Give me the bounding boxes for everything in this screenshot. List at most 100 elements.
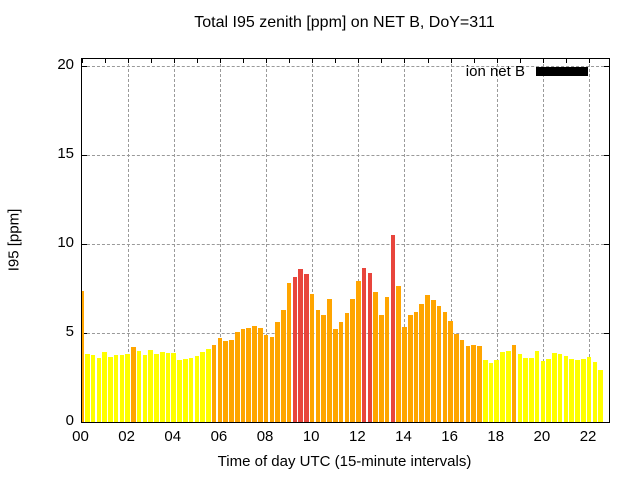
bar — [338, 322, 344, 422]
bar — [234, 332, 240, 422]
bar — [494, 359, 500, 422]
bar — [102, 351, 107, 422]
bar — [505, 350, 511, 422]
bar — [384, 297, 390, 422]
bar — [488, 363, 494, 422]
bar — [125, 354, 130, 422]
bar — [448, 320, 453, 422]
x-tick — [519, 59, 521, 63]
bar — [200, 351, 205, 422]
bar — [442, 311, 448, 422]
bar — [350, 299, 355, 422]
x-tick — [173, 59, 175, 63]
bar — [436, 306, 442, 422]
bar — [477, 346, 482, 422]
y-tick — [82, 244, 87, 245]
x-tick-label: 06 — [210, 428, 228, 445]
vertical-gridline — [173, 59, 175, 422]
bar — [321, 315, 327, 422]
x-tick-label: 04 — [164, 428, 182, 445]
vertical-gridline — [266, 59, 268, 422]
bar — [407, 315, 413, 422]
vertical-gridline — [404, 59, 406, 422]
x-tick — [127, 59, 129, 63]
bar — [108, 357, 113, 422]
x-tick — [473, 59, 475, 63]
bar — [286, 283, 292, 422]
x-tick — [496, 59, 498, 63]
y-tick-label: 5 — [65, 323, 74, 340]
bar — [84, 354, 90, 422]
x-axis-title: Time of day UTC (15-minute intervals) — [217, 453, 472, 470]
bar — [569, 358, 575, 422]
y-tick-label: 20 — [57, 56, 74, 73]
y-tick — [604, 244, 609, 245]
bar — [82, 291, 84, 422]
bar — [223, 341, 228, 422]
bar — [482, 359, 488, 422]
bar — [275, 322, 280, 422]
bar — [171, 352, 177, 422]
bar — [165, 353, 171, 422]
legend-swatch — [536, 67, 588, 76]
vertical-gridline — [542, 59, 544, 422]
bar — [575, 359, 580, 422]
x-tick — [589, 59, 591, 63]
bar — [396, 285, 401, 422]
bar — [540, 361, 546, 422]
bar — [580, 358, 586, 422]
bar — [327, 299, 332, 422]
y-tick-label: 10 — [57, 234, 74, 251]
horizontal-gridline — [82, 244, 609, 245]
bar — [592, 362, 598, 422]
bar — [240, 329, 246, 422]
x-tick — [335, 59, 337, 63]
bar — [361, 268, 367, 422]
vertical-gridline — [312, 59, 314, 422]
x-tick — [542, 59, 544, 63]
x-tick — [404, 59, 406, 63]
x-tick-label: 00 — [72, 428, 89, 445]
bar — [217, 338, 223, 422]
chart-title: Total I95 zenith [ppm] on NET B, DoY=311 — [194, 14, 495, 31]
bar — [402, 326, 407, 422]
bar — [471, 345, 476, 422]
vertical-gridline — [450, 59, 452, 422]
bar — [263, 334, 269, 422]
x-tick-label: 02 — [118, 428, 135, 445]
bar — [229, 340, 234, 422]
legend: ion net B — [466, 63, 588, 80]
bar — [332, 328, 338, 422]
bar — [90, 355, 96, 422]
bar — [159, 351, 165, 422]
bar — [500, 351, 505, 422]
x-tick-label: 16 — [441, 428, 458, 445]
bar — [598, 370, 603, 422]
bar — [454, 333, 459, 422]
x-tick-label: 14 — [395, 428, 412, 445]
bar — [379, 315, 384, 422]
vertical-gridline — [358, 59, 360, 422]
x-tick — [104, 59, 106, 63]
bar — [459, 340, 465, 422]
bar — [557, 354, 563, 422]
x-tick — [196, 59, 198, 63]
bar — [183, 358, 188, 422]
bar — [281, 309, 286, 422]
y-tick — [82, 333, 87, 334]
bar — [136, 350, 142, 422]
x-tick — [381, 59, 383, 63]
bar — [309, 293, 315, 422]
bar — [344, 312, 350, 422]
bar — [177, 359, 182, 422]
bar — [390, 235, 396, 422]
x-tick — [427, 59, 429, 63]
vertical-gridline — [219, 59, 221, 422]
bar — [534, 350, 540, 422]
x-tick — [289, 59, 291, 63]
bar — [96, 357, 102, 422]
bar — [113, 355, 119, 422]
bar — [246, 327, 252, 422]
x-tick — [312, 59, 314, 63]
y-tick — [82, 155, 87, 156]
